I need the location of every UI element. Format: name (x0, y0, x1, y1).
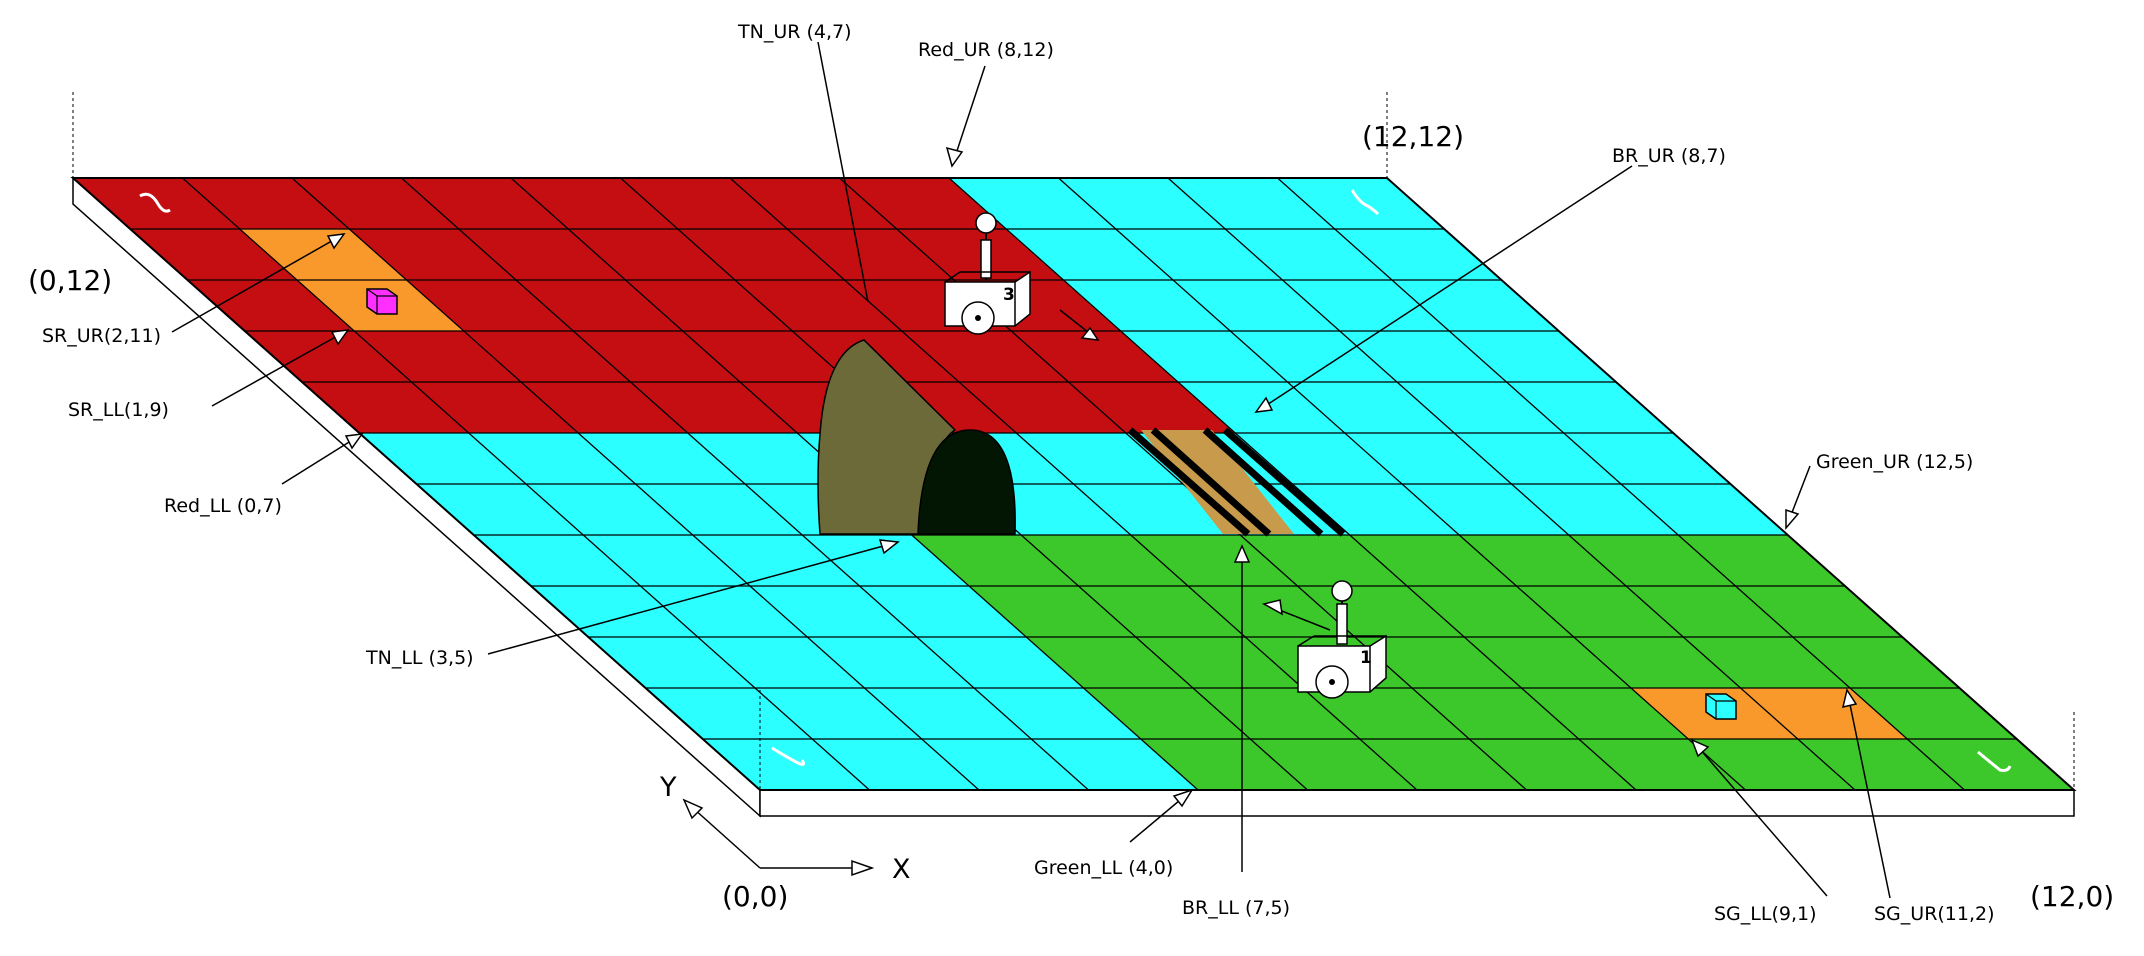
heading-arrow-icon (1059, 309, 1331, 631)
robot-icon: 1 (1297, 580, 1387, 699)
label-tn-ur: TN_UR (4,7) (737, 21, 852, 43)
leader-lines (171, 41, 1891, 899)
axis-arrows (682, 798, 875, 877)
label-br-ur: BR_UR (8,7) (1612, 145, 1726, 167)
corner-xy-max-label: (12,12) (1362, 120, 1464, 153)
label-red-ll: Red_LL (0,7) (164, 495, 282, 517)
board-front-edge (759, 789, 2075, 817)
cyan-cube-icon (1705, 693, 1737, 720)
robot-number: 1 (1360, 648, 1372, 668)
label-sg-ur: SG_UR(11,2) (1874, 903, 1995, 925)
label-sr-ll: SR_LL(1,9) (68, 399, 169, 421)
label-green-ur: Green_UR (12,5) (1816, 451, 1973, 473)
x-axis-label: X (892, 854, 911, 885)
label-tn-ll: TN_LL (3,5) (365, 647, 474, 669)
label-br-ll: BR_LL (7,5) (1182, 897, 1290, 919)
board-outline (70, 177, 2077, 791)
tunnel-mouth (917, 429, 1016, 535)
grid-line (1277, 177, 1965, 791)
label-sr-ur: SR_UR(2,11) (42, 325, 161, 347)
robot-number: 3 (1003, 285, 1015, 305)
y-axis-label: Y (659, 772, 677, 803)
corner-x-max-label: (12,0) (2030, 880, 2114, 913)
corner-marker (139, 189, 2012, 772)
magenta-cube-icon (366, 288, 398, 315)
corner-origin-label: (0,0) (722, 880, 788, 913)
robot-icon: 3 (944, 212, 1031, 335)
label-green-ll: Green_LL (4,0) (1034, 857, 1173, 879)
bridge (1127, 427, 1346, 537)
tunnel (817, 339, 1016, 535)
label-sg-ll: SG_LL(9,1) (1714, 903, 1817, 925)
label-red-ur: Red_UR (8,12) (918, 39, 1054, 61)
corner-y-max-label: (0,12) (28, 264, 112, 297)
